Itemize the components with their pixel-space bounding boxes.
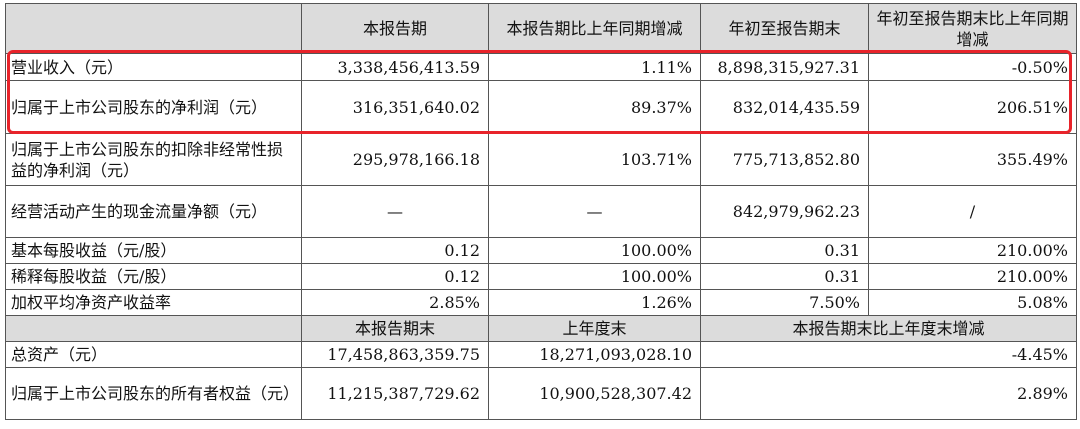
value-cell: 0.31 <box>700 237 869 264</box>
value-cell: 89.37% <box>488 80 701 134</box>
header-cell: 本报告期比上年同期增减 <box>488 3 701 54</box>
row-label: 经营活动产生的现金流量净额（元） <box>5 185 302 238</box>
row-label: 营业收入（元） <box>5 53 302 81</box>
value-cell: 103.71% <box>488 133 701 186</box>
value-cell: 7.50% <box>700 289 869 316</box>
value-cell: 8,898,315,927.31 <box>700 53 869 81</box>
header-cell: 上年度末 <box>488 315 701 342</box>
value-cell: 10,900,528,307.42 <box>488 367 701 420</box>
table-row: 经营活动产生的现金流量净额（元） — — 842,979,962.23 / <box>5 185 1077 238</box>
header-row: 本报告期 本报告期比上年同期增减 年初至报告期末 年初至报告期末比上年同期增减 <box>5 3 1077 54</box>
row-label: 基本每股收益（元/股） <box>5 237 302 264</box>
value-cell: 0.12 <box>301 263 489 290</box>
table-row: 归属于上市公司股东的净利润（元） 316,351,640.02 89.37% 8… <box>5 80 1077 134</box>
row-label: 稀释每股收益（元/股） <box>5 263 302 290</box>
value-cell: / <box>868 185 1077 238</box>
value-cell: 3,338,456,413.59 <box>301 53 489 81</box>
value-cell: 1.26% <box>488 289 701 316</box>
value-cell: 842,979,962.23 <box>700 185 869 238</box>
value-cell: 316,351,640.02 <box>301 80 489 134</box>
row-label: 总资产（元） <box>5 341 302 368</box>
header-cell: 年初至报告期末比上年同期增减 <box>868 3 1077 54</box>
value-cell: 295,978,166.18 <box>301 133 489 186</box>
value-cell: 775,713,852.80 <box>700 133 869 186</box>
value-cell: 0.12 <box>301 237 489 264</box>
value-cell: 11,215,387,729.62 <box>301 367 489 420</box>
header-row: 本报告期末 上年度末 本报告期末比上年度末增减 <box>5 315 1077 342</box>
value-cell: 0.31 <box>700 263 869 290</box>
value-cell: 2.89% <box>700 367 1077 420</box>
header-cell: 年初至报告期末 <box>700 3 869 54</box>
value-cell: — <box>488 185 701 238</box>
table-row: 总资产（元） 17,458,863,359.75 18,271,093,028.… <box>5 341 1077 368</box>
header-cell <box>5 315 302 342</box>
value-cell: 206.51% <box>868 80 1077 134</box>
table-row: 归属于上市公司股东的扣除非经常性损益的净利润（元） 295,978,166.18… <box>5 133 1077 186</box>
value-cell: 210.00% <box>868 237 1077 264</box>
value-cell: -4.45% <box>700 341 1077 368</box>
header-cell: 本报告期末 <box>301 315 489 342</box>
value-cell: 17,458,863,359.75 <box>301 341 489 368</box>
value-cell: — <box>301 185 489 238</box>
row-label: 归属于上市公司股东的所有者权益（元） <box>5 367 302 420</box>
value-cell: 18,271,093,028.10 <box>488 341 701 368</box>
table-row: 基本每股收益（元/股） 0.12 100.00% 0.31 210.00% <box>5 237 1077 264</box>
value-cell: -0.50% <box>868 53 1077 81</box>
value-cell: 2.85% <box>301 289 489 316</box>
financial-table: 本报告期 本报告期比上年同期增减 年初至报告期末 年初至报告期末比上年同期增减 … <box>5 3 1077 420</box>
table-row: 稀释每股收益（元/股） 0.12 100.00% 0.31 210.00% <box>5 263 1077 290</box>
row-label: 加权平均净资产收益率 <box>5 289 302 316</box>
table-row: 营业收入（元） 3,338,456,413.59 1.11% 8,898,315… <box>5 53 1077 81</box>
header-cell <box>5 3 302 54</box>
table-row: 归属于上市公司股东的所有者权益（元） 11,215,387,729.62 10,… <box>5 367 1077 420</box>
header-cell: 本报告期末比上年度末增减 <box>700 315 1077 342</box>
value-cell: 100.00% <box>488 263 701 290</box>
value-cell: 100.00% <box>488 237 701 264</box>
value-cell: 1.11% <box>488 53 701 81</box>
row-label: 归属于上市公司股东的净利润（元） <box>5 80 302 134</box>
header-cell: 本报告期 <box>301 3 489 54</box>
table-row: 加权平均净资产收益率 2.85% 1.26% 7.50% 5.08% <box>5 289 1077 316</box>
row-label: 归属于上市公司股东的扣除非经常性损益的净利润（元） <box>5 133 302 186</box>
value-cell: 210.00% <box>868 263 1077 290</box>
value-cell: 832,014,435.59 <box>700 80 869 134</box>
value-cell: 5.08% <box>868 289 1077 316</box>
value-cell: 355.49% <box>868 133 1077 186</box>
